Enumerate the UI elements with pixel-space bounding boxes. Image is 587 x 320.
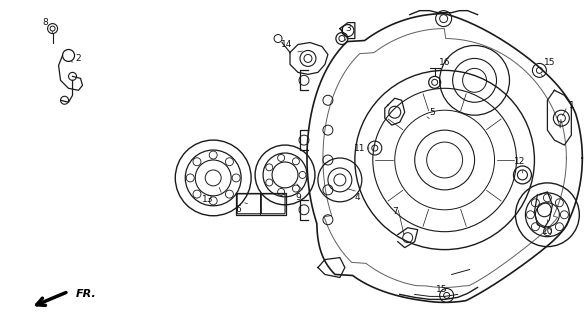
- Text: 15: 15: [544, 58, 555, 67]
- Text: 15: 15: [436, 285, 447, 294]
- Text: 13: 13: [203, 195, 214, 204]
- Text: 11: 11: [354, 144, 366, 153]
- Text: 2: 2: [76, 54, 82, 63]
- Text: 9: 9: [295, 193, 301, 202]
- Text: 10: 10: [542, 227, 553, 236]
- Text: 14: 14: [281, 40, 293, 49]
- Text: 6: 6: [235, 205, 241, 214]
- Text: 5: 5: [429, 108, 434, 117]
- Text: FR.: FR.: [76, 289, 96, 300]
- Text: 7: 7: [392, 207, 397, 216]
- Text: 12: 12: [514, 157, 525, 166]
- Text: 4: 4: [355, 193, 360, 202]
- Text: 3: 3: [345, 24, 351, 33]
- Text: 1: 1: [568, 101, 574, 110]
- Text: 16: 16: [439, 58, 450, 67]
- Text: 8: 8: [43, 18, 49, 27]
